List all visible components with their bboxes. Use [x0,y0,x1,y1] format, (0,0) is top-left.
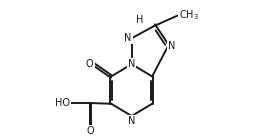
Text: H: H [135,15,143,25]
Text: N: N [124,33,132,43]
Text: CH$_3$: CH$_3$ [179,8,199,22]
Text: N: N [128,116,135,126]
Text: O: O [86,59,94,69]
Text: HO: HO [55,98,70,108]
Text: N: N [168,41,175,51]
Text: N: N [128,59,135,69]
Text: O: O [87,126,95,136]
